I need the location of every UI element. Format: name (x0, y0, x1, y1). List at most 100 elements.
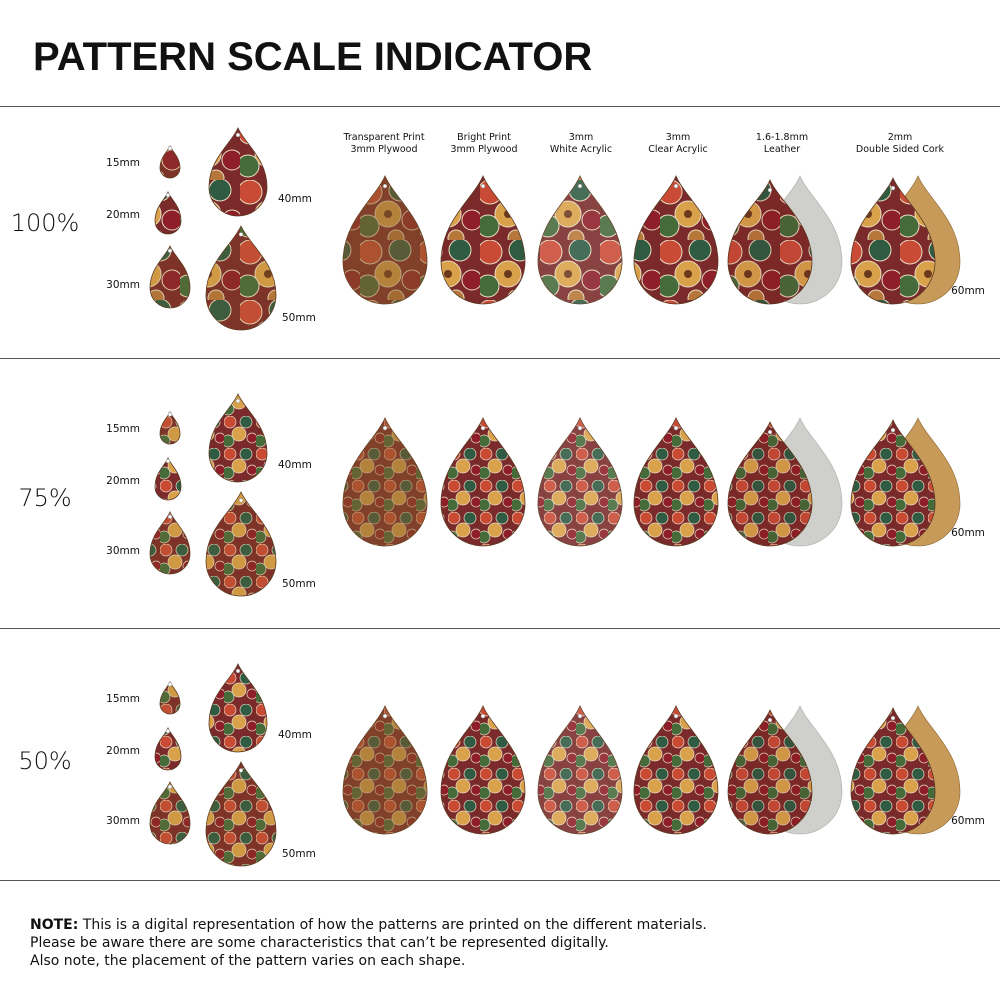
material-label: Transparent Print (342, 132, 424, 143)
plywood-bright (440, 417, 526, 547)
material-label: 3mm (569, 132, 594, 143)
sample-drop (159, 144, 181, 179)
hole (890, 715, 896, 721)
hole (235, 132, 241, 138)
note-label: NOTE: (30, 917, 78, 933)
hole (167, 784, 173, 790)
sample-drop-tint (150, 246, 190, 308)
material-label: 3mm Plywood (351, 144, 418, 155)
white-acrylic-tint (538, 418, 622, 546)
scale-label: 50% (18, 747, 71, 775)
scale-label: 75% (18, 484, 71, 512)
size-label: 60mm (951, 527, 985, 539)
sample-drop-tint (160, 412, 180, 444)
sample-drop-tint (206, 762, 276, 866)
material-label: 3mm Plywood (451, 144, 518, 155)
sample-drop-tint (150, 512, 190, 574)
leather-tint (728, 180, 812, 304)
white-acrylic-tint (538, 706, 622, 834)
plywood-transparent-tint (343, 418, 427, 546)
hole (235, 398, 241, 404)
scale-label: 100% (11, 209, 80, 237)
white-acrylic (537, 417, 623, 547)
cork (850, 177, 936, 305)
hole (165, 192, 171, 198)
clear-acrylic (633, 705, 719, 835)
cork (850, 707, 936, 835)
hole (673, 183, 679, 189)
plywood-bright (440, 705, 526, 835)
size-label: 50mm (282, 578, 316, 590)
hole (577, 183, 583, 189)
hole (165, 728, 171, 734)
sample-drop (149, 780, 191, 845)
hole (890, 427, 896, 433)
size-label: 30mm (106, 815, 140, 827)
material-label: 2mm (888, 132, 913, 143)
hole (382, 183, 388, 189)
material-label: 3mm (666, 132, 691, 143)
sample-drop (149, 244, 191, 309)
sample-drop (154, 456, 182, 501)
clear-acrylic (633, 417, 719, 547)
hole (382, 425, 388, 431)
hole (238, 768, 244, 773)
sample-drop (159, 680, 181, 715)
size-label: 15mm (106, 423, 140, 435)
sample-drop (159, 410, 181, 445)
size-label: 40mm (278, 193, 312, 205)
material-label: Leather (764, 144, 800, 155)
hole (167, 248, 173, 254)
sample-drop-tint (206, 492, 276, 596)
hole (167, 682, 173, 687)
plywood-transparent-tint (343, 176, 427, 304)
hole (673, 425, 679, 431)
hole (767, 717, 773, 723)
plywood-transparent (342, 175, 428, 305)
sample-drop-tint (160, 146, 180, 178)
leather (727, 709, 813, 835)
hole (577, 425, 583, 431)
page-title: PATTERN SCALE INDICATOR (33, 35, 592, 79)
plywood-transparent (342, 705, 428, 835)
leather-tint (728, 422, 812, 546)
plywood-bright (440, 175, 526, 305)
plywood-transparent-tint (343, 706, 427, 834)
hole (480, 183, 486, 189)
hole (165, 458, 171, 464)
white-acrylic-tint (538, 176, 622, 304)
size-label: 20mm (106, 475, 140, 487)
size-label: 15mm (106, 693, 140, 705)
hole (167, 146, 173, 151)
sample-drop (154, 190, 182, 235)
note-line: Please be aware there are some character… (30, 935, 609, 951)
hole (235, 668, 241, 674)
size-label: 20mm (106, 745, 140, 757)
plywood-transparent (342, 417, 428, 547)
leather-tint (728, 710, 812, 834)
size-label: 40mm (278, 459, 312, 471)
size-label: 30mm (106, 545, 140, 557)
hole (167, 412, 173, 417)
hole (167, 514, 173, 520)
clear-acrylic (633, 175, 719, 305)
size-label: 30mm (106, 279, 140, 291)
hole (382, 713, 388, 719)
hole (767, 187, 773, 193)
sample-drop (208, 663, 268, 753)
note-line: NOTE: This is a digital representation o… (30, 917, 707, 933)
size-label: 15mm (106, 157, 140, 169)
hole (767, 429, 773, 435)
sample-drop (205, 225, 277, 331)
sample-drop-tint (206, 226, 276, 330)
material-label: Double Sided Cork (856, 144, 945, 155)
material-label: Clear Acrylic (648, 144, 707, 155)
size-label: 40mm (278, 729, 312, 741)
hole (238, 498, 244, 503)
hole (890, 185, 896, 191)
sample-drop-tint (160, 682, 180, 714)
note-line: Also note, the placement of the pattern … (30, 953, 465, 969)
sample-drop (208, 393, 268, 483)
hole (480, 713, 486, 719)
